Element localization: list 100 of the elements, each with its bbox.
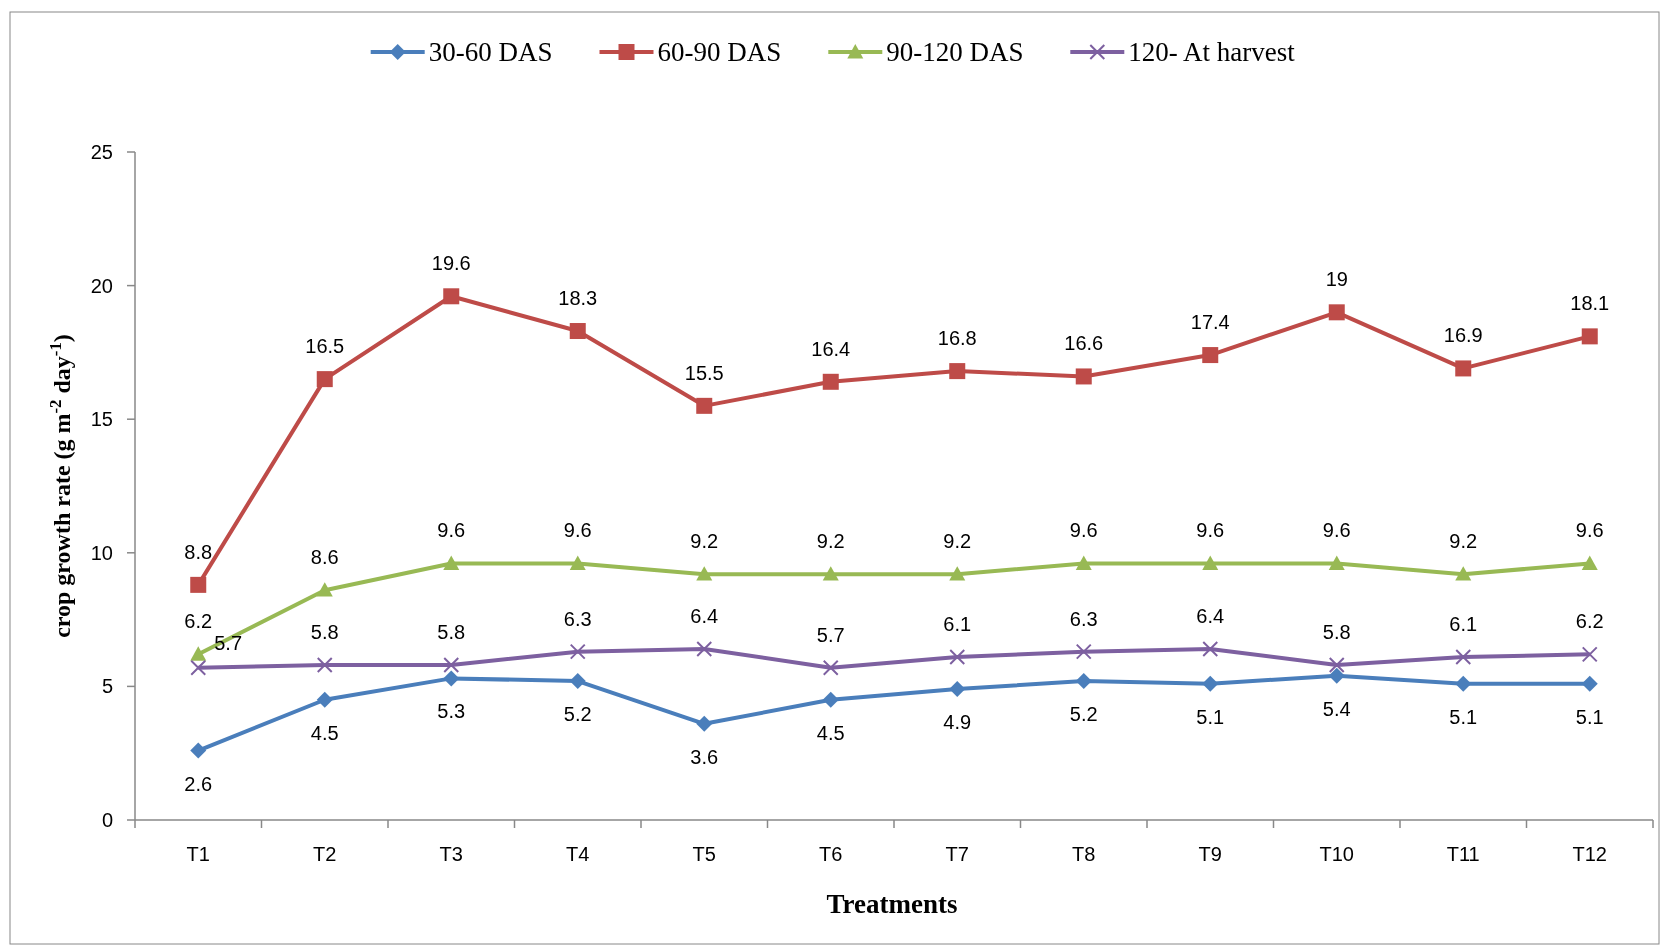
data-label: 19.6: [431, 252, 471, 275]
point: [1202, 640, 1219, 657]
x-tick-label: T4: [566, 843, 590, 865]
point: [949, 566, 966, 581]
data-label: 9.2: [690, 530, 719, 553]
point: [569, 323, 586, 340]
data-label: 6.4: [1196, 604, 1225, 627]
data-label: 6.4: [690, 604, 719, 627]
point: [822, 566, 839, 581]
x-tick-label: T5: [692, 843, 716, 865]
x-tick-label: T12: [1572, 843, 1607, 865]
point: [443, 670, 460, 687]
point: [316, 691, 333, 708]
point: [1581, 555, 1598, 570]
data-label: 16.8: [937, 327, 977, 350]
x-tick-label: T6: [819, 843, 843, 865]
data-label: 9.2: [816, 530, 845, 553]
data-label: 9.2: [943, 530, 972, 553]
data-label: 4.9: [943, 711, 972, 734]
data-label: 2.6: [184, 772, 213, 795]
point: [949, 363, 966, 380]
data-label: 18.1: [1570, 292, 1610, 315]
point: [316, 582, 333, 597]
data-label: 18.3: [558, 287, 598, 310]
point: [190, 576, 207, 593]
data-label: 9.6: [437, 519, 466, 542]
data-label: 6.2: [184, 610, 213, 633]
data-label: 6.2: [1575, 610, 1604, 633]
data-label: 9.6: [1322, 519, 1351, 542]
point: [696, 397, 713, 414]
data-label: 16.9: [1443, 324, 1483, 347]
point: [1455, 566, 1472, 581]
data-label: 5.7: [816, 623, 845, 646]
data-label: 5.8: [310, 621, 339, 644]
point: [1202, 347, 1219, 364]
y-tick-label: 15: [90, 408, 113, 431]
x-tick-label: T7: [945, 843, 969, 865]
point: [949, 649, 966, 666]
data-label: 9.6: [1069, 519, 1098, 542]
point: [1075, 643, 1092, 660]
data-label: 4.5: [310, 721, 339, 744]
point: [1581, 675, 1598, 692]
data-label: 19: [1325, 268, 1348, 291]
y-tick-label: 5: [101, 675, 113, 698]
data-label: 5.1: [1575, 705, 1604, 728]
point: [1581, 328, 1598, 345]
x-tick-label: T9: [1198, 843, 1222, 865]
data-label: 5.1: [1196, 705, 1225, 728]
y-tick-label: 0: [101, 809, 113, 831]
point: [822, 659, 839, 676]
point: [1328, 304, 1345, 321]
y-tick-label: 20: [90, 274, 113, 297]
y-tick-label: 10: [90, 541, 113, 564]
x-tick-label: T2: [313, 843, 337, 865]
legend-label: 30-60 DAS: [428, 37, 553, 67]
legend-label: 120- At harvest: [1128, 37, 1296, 67]
data-label: 8.6: [310, 546, 339, 569]
point: [1202, 555, 1219, 570]
data-label: 5.1: [1449, 705, 1478, 728]
point: [1455, 649, 1472, 666]
point: [1328, 657, 1345, 674]
data-label: 8.8: [184, 540, 213, 563]
point: [569, 673, 586, 690]
data-label: 16.5: [305, 335, 345, 358]
point: [443, 555, 460, 570]
data-label: 5.2: [563, 703, 592, 726]
point: [696, 566, 713, 581]
data-label: 6.1: [1449, 613, 1478, 636]
data-label: 5.8: [1322, 621, 1351, 644]
x-tick-label: T8: [1072, 843, 1096, 865]
data-label: 16.6: [1064, 332, 1104, 355]
x-tick-label: T1: [186, 843, 210, 865]
legend-label: 90-120 DAS: [886, 37, 1024, 67]
point: [696, 715, 713, 732]
point: [1075, 673, 1092, 690]
data-label: 9.6: [1575, 519, 1604, 542]
x-tick-label: T3: [439, 843, 463, 865]
point: [1075, 555, 1092, 570]
point: [569, 643, 586, 660]
point: [190, 646, 207, 661]
data-label: 4.5: [816, 721, 845, 744]
data-label: 6.3: [563, 607, 592, 630]
point: [190, 742, 207, 759]
x-tick-label: T11: [1446, 843, 1480, 865]
data-label: 16.4: [811, 337, 851, 360]
data-label: 5.4: [1322, 697, 1351, 720]
x-tick-label: T10: [1319, 843, 1354, 865]
point: [696, 640, 713, 657]
data-label: 3.6: [690, 745, 719, 768]
legend-label: 60-90 DAS: [657, 37, 782, 67]
point: [1202, 675, 1219, 692]
point: [443, 657, 460, 674]
point: [949, 681, 966, 698]
data-label: 9.6: [1196, 519, 1225, 542]
y-tick-label: 25: [90, 141, 113, 163]
point: [1455, 675, 1472, 692]
data-label: 15.5: [684, 361, 724, 384]
point: [443, 288, 460, 305]
point: [822, 373, 839, 390]
x-axis-title: Treatments: [826, 889, 958, 919]
